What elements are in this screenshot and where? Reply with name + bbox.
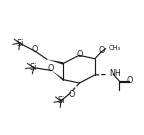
Text: CH₃: CH₃: [109, 45, 121, 51]
Text: Si: Si: [30, 63, 37, 72]
Text: Si: Si: [16, 39, 24, 48]
Polygon shape: [52, 70, 63, 81]
Text: NH: NH: [110, 70, 121, 78]
Text: O: O: [76, 50, 83, 59]
Polygon shape: [47, 59, 63, 65]
Text: O: O: [47, 64, 54, 73]
Text: O: O: [69, 90, 75, 99]
Text: O: O: [31, 45, 38, 54]
Text: O: O: [98, 46, 105, 55]
Text: Si: Si: [57, 96, 65, 105]
Text: O: O: [127, 76, 133, 85]
